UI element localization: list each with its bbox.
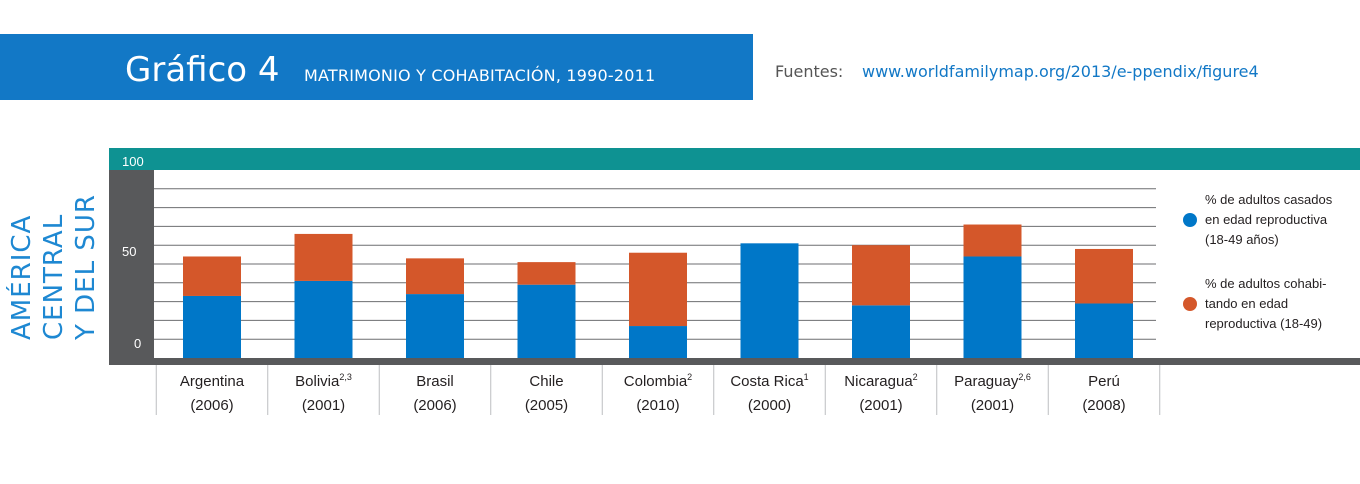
bar-cohabiting (629, 252, 687, 327)
baseline-bar (109, 358, 1360, 365)
legend-label: % de adultos casados (1205, 192, 1333, 207)
bar-married (1075, 303, 1133, 358)
bar-married (963, 256, 1022, 358)
y-axis-band (109, 170, 154, 360)
chart-title: Gráfico 4 (125, 50, 280, 90)
x-tick-year: (2006) (413, 397, 456, 414)
country-name: Chile (529, 373, 563, 390)
legend-label: % de adultos cohabi- (1205, 276, 1326, 291)
bar-married (629, 326, 687, 358)
x-tick-label: Paraguay2,6 (954, 372, 1031, 390)
country-footnote: 1 (804, 372, 809, 382)
x-tick-label: Argentina (180, 373, 245, 390)
y-tick-label: 100 (122, 154, 144, 169)
bar-cohabiting (406, 258, 464, 295)
bar-cohabiting (294, 233, 353, 281)
x-tick-year: (2005) (525, 397, 568, 414)
country-footnote: 2,6 (1018, 372, 1031, 382)
x-tick-year: (2001) (971, 397, 1014, 414)
country-footnote: 2,3 (339, 372, 352, 382)
x-tick-year: (2000) (748, 397, 791, 414)
country-name: Costa Rica (730, 373, 804, 390)
bar-cohabiting (963, 224, 1022, 257)
legend-label: (18-49 años) (1205, 232, 1279, 247)
country-footnote: 2 (687, 372, 692, 382)
bar-married (183, 295, 241, 358)
x-tick-year: (2008) (1082, 397, 1125, 414)
source-label: Fuentes: (775, 62, 844, 81)
x-tick-year: (2010) (636, 397, 679, 414)
country-name: Bolivia (295, 373, 340, 390)
legend-label: reproductiva (18-49) (1205, 316, 1322, 331)
bar-cohabiting (517, 262, 576, 285)
bar-married (294, 280, 353, 358)
x-tick-label: Colombia2 (624, 372, 692, 390)
x-tick-label: Chile (529, 373, 563, 390)
legend-label: tando en edad (1205, 296, 1288, 311)
country-name: Brasil (416, 373, 454, 390)
x-tick-labels: Argentina (2006) Bolivia2,3 (2001) Brasil (20… (155, 365, 1161, 415)
bar-married (852, 305, 910, 358)
top-band (109, 148, 1360, 170)
y-tick-labels: 100 50 0 (122, 154, 144, 351)
bar-cohabiting (1075, 248, 1133, 304)
bar-married (740, 243, 799, 358)
country-name: Nicaragua (844, 373, 913, 390)
source-link[interactable]: www.worldfamilymap.org/2013/e-ppendix/fi… (862, 62, 1259, 81)
legend-label: en edad reproductiva (1205, 212, 1328, 227)
x-tick-label: Nicaragua2 (844, 372, 917, 390)
country-footnote: 2 (913, 372, 918, 382)
bar-married (517, 284, 576, 358)
legend-swatch-cohabiting (1183, 297, 1197, 311)
bar-cohabiting (183, 256, 241, 296)
x-tick-year: (2006) (190, 397, 233, 414)
chart-subtitle: MATRIMONIO Y COHABITACIÓN, 1990-2011 (304, 66, 656, 85)
country-name: Perú (1088, 373, 1120, 390)
x-tick-label: Costa Rica1 (730, 372, 808, 390)
bar-cohabiting (852, 245, 910, 306)
bar-married (406, 294, 464, 358)
x-tick-year: (2001) (859, 397, 902, 414)
country-name: Colombia (624, 373, 688, 390)
y-tick-label: 50 (122, 244, 136, 259)
country-name: Argentina (180, 373, 245, 390)
x-tick-label: Bolivia2,3 (295, 372, 352, 390)
x-tick-label: Brasil (416, 373, 454, 390)
country-name: Paraguay (954, 373, 1019, 390)
legend: % de adultos casados en edad reproductiva… (1183, 192, 1333, 331)
x-tick-year: (2001) (302, 397, 345, 414)
bars (183, 224, 1133, 358)
x-tick-label: Perú (1088, 373, 1120, 390)
header-bar (0, 34, 753, 100)
y-tick-label: 0 (134, 336, 141, 351)
legend-swatch-married (1183, 213, 1197, 227)
